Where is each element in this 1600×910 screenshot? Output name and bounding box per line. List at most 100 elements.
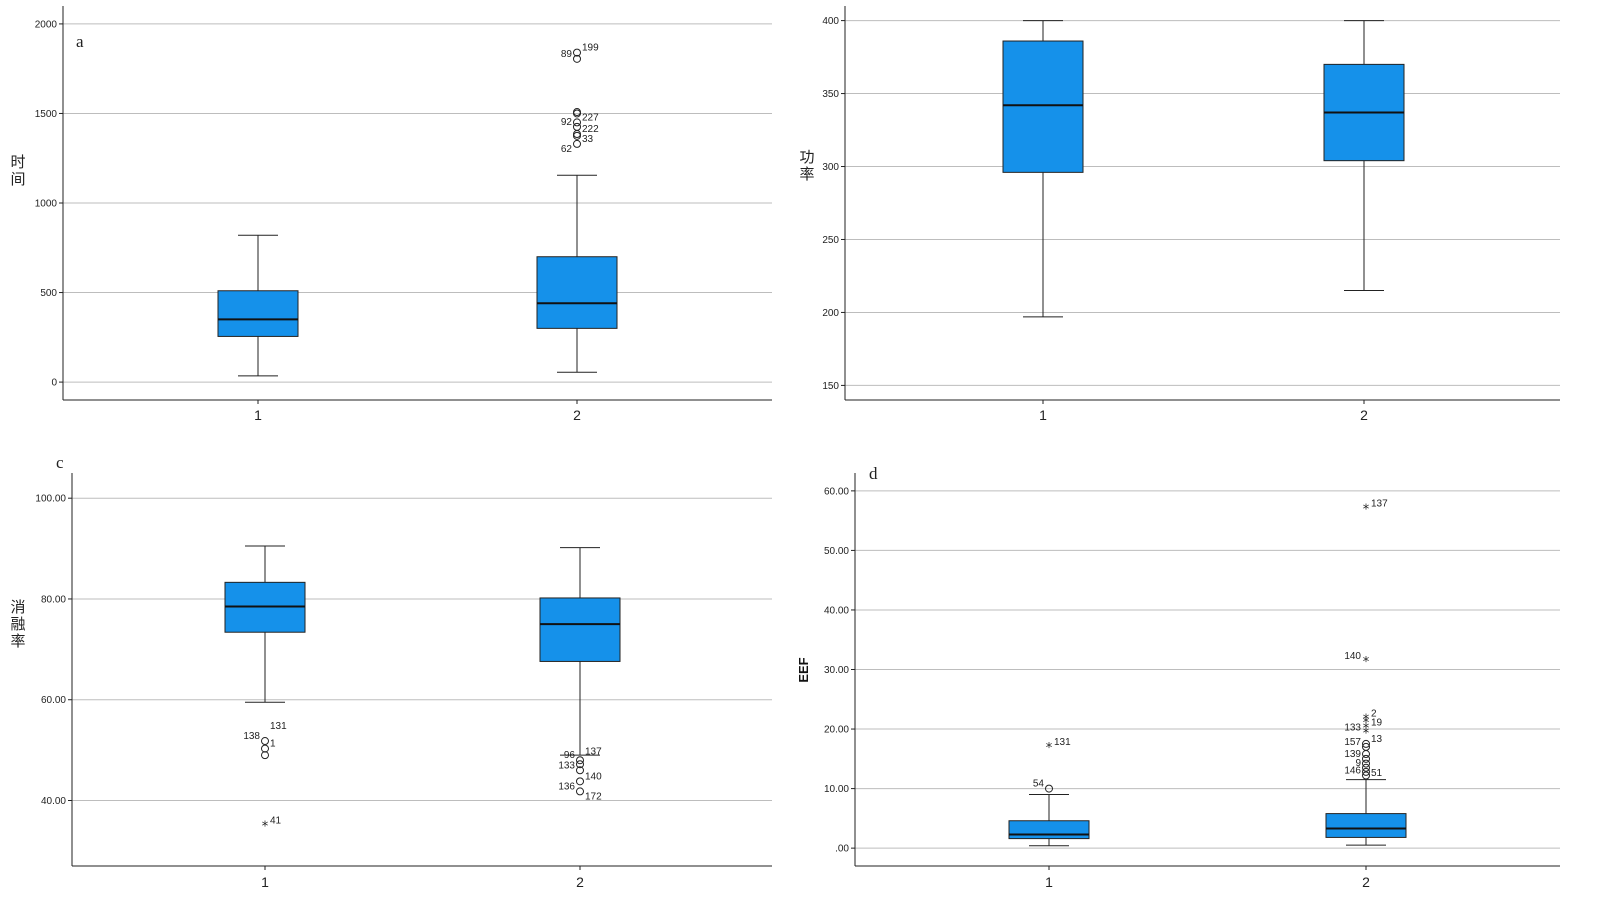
x-tick-label: 1 <box>261 874 269 890</box>
outlier-point <box>573 122 581 131</box>
iqr-box <box>217 290 299 337</box>
x-tick-label: 2 <box>576 874 584 890</box>
chart-panel-3: 40.00 60.00 80.00 100.00 c 消融率 1 131 138 1 * 41 2 137… <box>10 453 772 890</box>
outlier-point <box>576 766 584 775</box>
outlier-label: 139 <box>1344 749 1361 760</box>
outlier-label: 133 <box>558 760 575 771</box>
y-axis-label: EEF <box>796 657 811 682</box>
outlier-point <box>573 118 581 127</box>
outlier-point <box>1362 759 1370 768</box>
y-tick-label: 1000 <box>35 199 58 210</box>
panel-label: a <box>76 32 84 51</box>
y-axis-label-char: 间 <box>10 170 25 188</box>
outlier-point <box>261 737 269 746</box>
iqr-box <box>539 597 621 662</box>
x-tick-label: 1 <box>1039 407 1047 423</box>
outlier-label: 89 <box>561 49 573 60</box>
y-axis-label-char: 率 <box>10 632 25 650</box>
y-tick-label: 60.00 <box>824 486 849 497</box>
outlier-label: 62 <box>561 144 573 155</box>
outlier-point <box>1362 739 1370 748</box>
panel-label: c <box>56 453 64 472</box>
outlier-label: 131 <box>1054 737 1071 748</box>
outlier-label: 51 <box>1371 768 1383 779</box>
outlier-point <box>576 777 584 786</box>
box-group-1: 1 <box>1002 20 1084 423</box>
outlier-label: 222 <box>582 124 599 135</box>
outlier-label: 138 <box>243 731 260 742</box>
outlier-label: 96 <box>564 750 576 761</box>
y-axis-label-char: 融 <box>10 615 25 633</box>
outlier-label: 137 <box>1371 499 1388 510</box>
iqr-box <box>1325 813 1407 838</box>
outlier-label: 92 <box>561 117 573 128</box>
outlier-point <box>1362 750 1370 759</box>
outlier-point <box>573 131 581 140</box>
y-axis-label-char: 功 <box>799 148 814 166</box>
y-axis-label: 时间 <box>10 153 25 188</box>
y-tick-label: 500 <box>40 288 57 299</box>
y-axis-label: 功率 <box>799 148 814 183</box>
outlier-label: 140 <box>585 771 602 782</box>
y-tick-label: 350 <box>822 89 839 100</box>
y-tick-label: 200 <box>822 308 839 319</box>
outlier-label: 9 <box>1355 758 1361 769</box>
outlier-point <box>573 54 581 63</box>
outlier-star: * <box>1363 727 1370 742</box>
outlier-star: * <box>1046 741 1053 756</box>
outlier-label: 33 <box>582 134 594 145</box>
outlier-star: * <box>1363 721 1370 736</box>
outlier-point <box>576 787 584 796</box>
box-group-1: 1 <box>217 234 299 423</box>
y-tick-label: 60.00 <box>41 695 66 706</box>
outlier-label: 133 <box>1344 723 1361 734</box>
outlier-point <box>573 139 581 148</box>
outlier-label: 2 <box>1371 708 1377 719</box>
outlier-label: 136 <box>558 781 575 792</box>
outlier-star: * <box>1363 712 1370 727</box>
y-tick-label: 1500 <box>35 109 58 120</box>
iqr-box <box>1008 820 1090 840</box>
outlier-label: 19 <box>1371 717 1383 728</box>
iqr-box <box>1002 40 1084 173</box>
outlier-point <box>1045 784 1053 793</box>
y-tick-label: 100.00 <box>35 494 66 505</box>
y-axis-label-char: 消 <box>10 598 25 616</box>
panel-label: d <box>869 464 878 483</box>
outlier-point <box>576 760 584 769</box>
outlier-label: 13 <box>1371 734 1383 745</box>
y-tick-label: 40.00 <box>824 605 849 616</box>
outlier-label: 54 <box>1033 779 1045 790</box>
outlier-label: 157 <box>1344 737 1361 748</box>
outlier-point <box>1362 771 1370 780</box>
outlier-point <box>573 48 581 57</box>
y-axis-label-char: 时 <box>10 153 25 171</box>
y-tick-label: 300 <box>822 162 839 173</box>
outlier-point <box>573 109 581 118</box>
x-tick-label: 1 <box>254 407 262 423</box>
y-tick-label: 20.00 <box>824 725 849 736</box>
y-tick-label: 10.00 <box>824 784 849 795</box>
y-axis-label-char: 率 <box>799 165 814 183</box>
outlier-label: 137 <box>585 747 602 758</box>
outlier-star: * <box>1363 655 1370 670</box>
outlier-label: 199 <box>582 43 599 54</box>
x-tick-label: 2 <box>573 407 581 423</box>
outlier-star: * <box>1363 716 1370 731</box>
outlier-label: 41 <box>270 816 282 827</box>
outlier-point <box>1362 763 1370 772</box>
chart-panel-2: 150 200 250 300 350 400 功率 1 2 <box>799 6 1560 423</box>
iqr-box <box>536 256 618 329</box>
x-tick-label: 2 <box>1360 407 1368 423</box>
y-tick-label: 250 <box>822 235 839 246</box>
box-group-1: 1 * 131 54 <box>1008 737 1090 890</box>
outlier-point <box>261 744 269 753</box>
outlier-point <box>576 756 584 765</box>
outlier-label: 172 <box>585 792 602 803</box>
outlier-point <box>1362 767 1370 776</box>
